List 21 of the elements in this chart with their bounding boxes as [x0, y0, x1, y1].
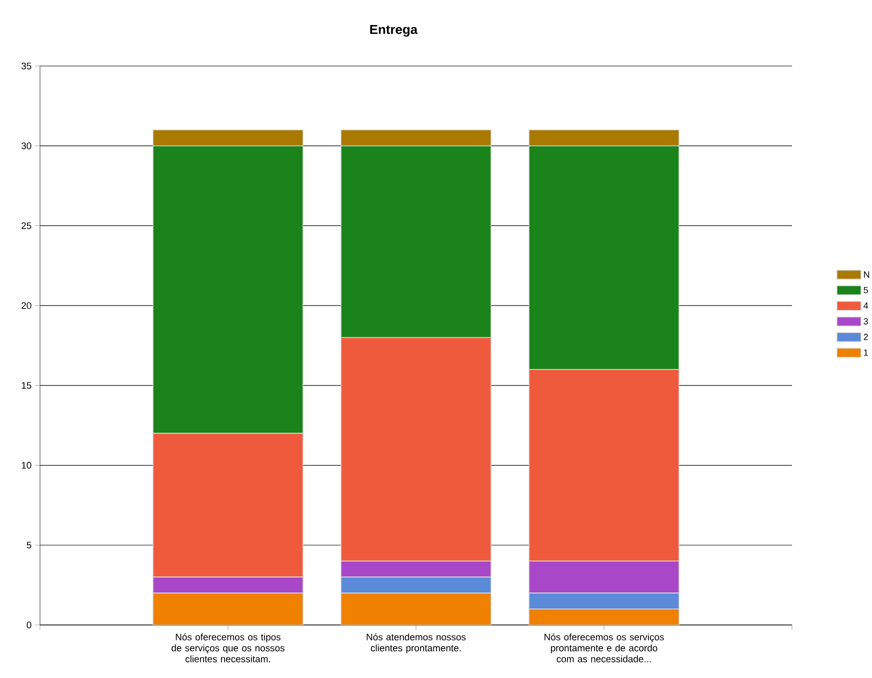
y-tick-label: 10 — [22, 462, 32, 469]
x-tick-label: Nós oferecemos os tipos de serviços que os nossos clientes necessitam. — [172, 633, 284, 662]
y-tick-label: 5 — [26, 542, 32, 548]
legend-label: 5 — [864, 286, 868, 294]
y-tick-label: 35 — [21, 62, 32, 70]
legend-label: 1 — [864, 349, 868, 356]
bar — [152, 592, 304, 625]
y-tick-label: 25 — [22, 222, 32, 230]
y-tick-label: 0 — [26, 622, 32, 628]
y-tick-label: 30 — [21, 142, 32, 150]
legend-label: 2 — [864, 334, 868, 340]
y-tick-label: 20 — [22, 302, 32, 309]
bar — [528, 608, 680, 625]
legend-label: 4 — [864, 302, 868, 309]
y-tick-label: 15 — [22, 382, 32, 389]
legend-label: N — [864, 271, 870, 278]
x-tick-label: Nós oferecemos os serviços prontamente e de acordo com as necessidade... — [544, 633, 664, 662]
legend-label: 3 — [864, 318, 868, 324]
x-tick-label: Nós atendemos nossos clientes prontamente. — [366, 633, 466, 654]
chart-title: Entrega — [370, 25, 418, 37]
bar — [341, 593, 492, 625]
